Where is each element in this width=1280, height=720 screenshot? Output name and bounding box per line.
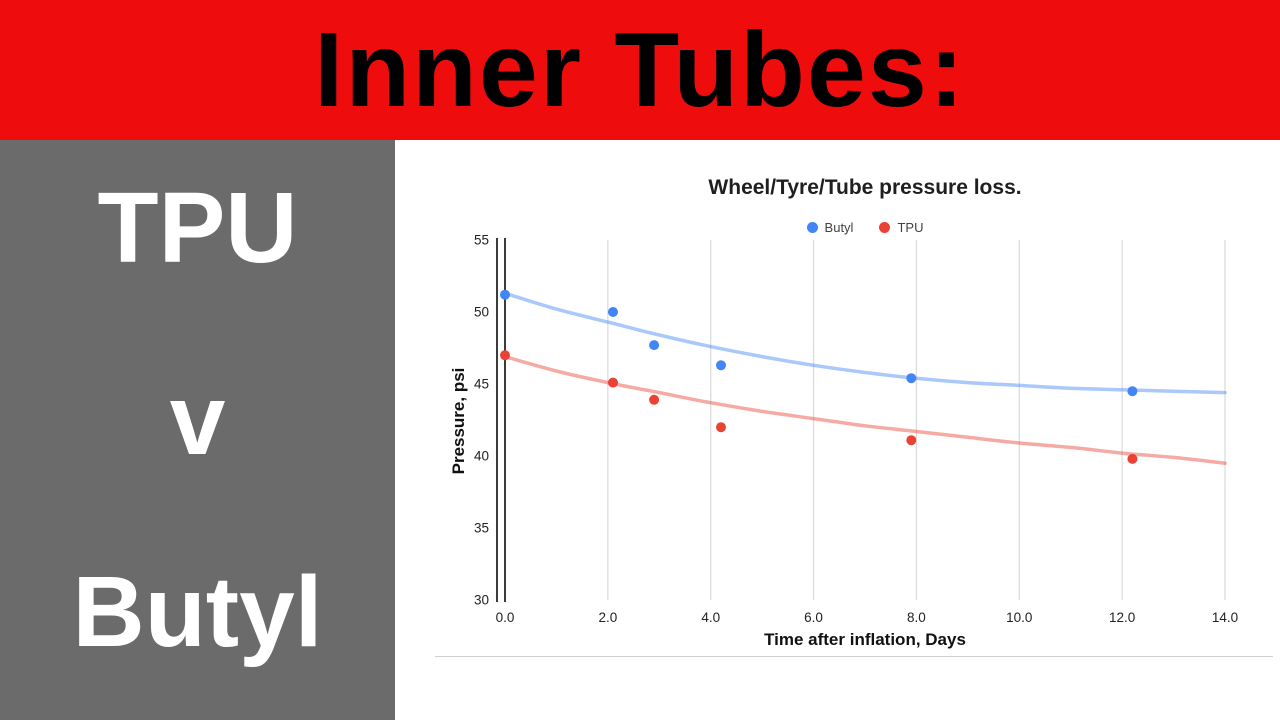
sidebar-text-tpu: TPU [97,172,298,284]
data-point-butyl [716,360,726,371]
title-banner: Inner Tubes: [0,0,1280,140]
sidebar-text-butyl: Butyl [72,556,323,668]
data-point-butyl [649,340,660,351]
x-tick-label: 14.0 [1212,610,1238,625]
trendline-tpu [503,354,1227,465]
bottom-divider [435,656,1273,657]
legend-label-butyl: Butyl [824,220,854,235]
scatter-plot: 0.0 2.0 4.0 6.0 8.0 10.0 12.0 14.0 30 35 40 45 50 55 [474,233,1238,626]
x-tick-label: 8.0 [907,610,926,625]
x-tick-label: 6.0 [804,610,823,625]
data-point-butyl [500,289,510,300]
x-tick-label: 4.0 [701,610,720,625]
y-tick-label: 35 [474,521,489,536]
chart-panel: Wheel/Tyre/Tube pressure loss. Butyl TPU… [395,140,1280,720]
y-tick-label: 30 [474,593,489,608]
x-axis-title: Time after inflation, Days [764,630,966,649]
y-axis-title: Pressure, psi [449,367,468,475]
data-point-butyl [608,307,618,317]
data-point-tpu [716,422,726,433]
sidebar-text-v: v [169,364,226,476]
data-point-tpu [500,350,510,361]
data-point-tpu [608,377,618,388]
legend-item-tpu: TPU [879,220,923,235]
legend-dot-butyl [806,222,818,233]
x-tick-label: 0.0 [496,610,515,625]
banner-title: Inner Tubes: [313,11,967,129]
versus-panel: TPU v Butyl [0,140,395,720]
chart-title: Wheel/Tyre/Tube pressure loss. [708,176,1022,199]
y-tick-label: 50 [474,305,489,320]
y-tick-label: 45 [474,377,489,392]
data-point-tpu [906,435,917,446]
trendline-butyl [503,291,1227,395]
legend-label-tpu: TPU [897,220,924,235]
data-point-tpu [649,394,660,405]
legend-item-butyl: Butyl [806,220,854,235]
y-tick-label: 55 [474,233,489,248]
legend-dot-tpu [879,222,891,233]
data-point-butyl [1127,386,1138,397]
x-tick-label: 12.0 [1109,610,1135,625]
data-point-tpu [1127,453,1138,464]
y-tick-label: 40 [474,449,489,464]
chart-legend: Butyl TPU [505,220,1225,235]
x-tick-label: 10.0 [1006,610,1032,625]
data-point-butyl [906,373,917,384]
x-tick-label: 2.0 [598,610,617,625]
